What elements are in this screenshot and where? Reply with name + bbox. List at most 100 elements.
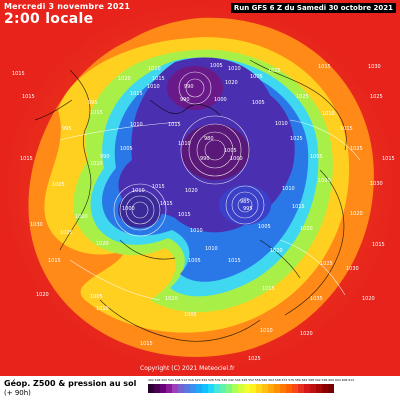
forecast-hour: (+ 90h) [4, 389, 31, 397]
pressure-label: 1005 [258, 224, 271, 230]
low-core-east [219, 185, 271, 225]
legend-swatch [196, 384, 202, 393]
pressure-label: 995 [62, 126, 72, 132]
legend-swatch [322, 384, 328, 393]
pressure-label: 1015 [130, 91, 143, 97]
legend-swatch [148, 384, 154, 393]
legend-swatch [166, 384, 172, 393]
legend-swatch [214, 384, 220, 393]
legend-swatch [286, 384, 292, 393]
pressure-label: 1020 [318, 178, 331, 184]
pressure-label: 1035 [310, 296, 323, 302]
pressure-label: 1015 [262, 286, 275, 292]
pressure-label: 1020 [75, 214, 88, 220]
pressure-label: 1020 [185, 188, 198, 194]
forecast-local-time: 2:00 locale [4, 11, 94, 27]
pressure-label: 1015 [152, 184, 165, 190]
pressure-label: 1010 [130, 122, 143, 128]
pressure-label: 1025 [296, 94, 309, 100]
pressure-label: 1010 [205, 246, 218, 252]
legend-swatch [190, 384, 196, 393]
pressure-label: 1005 [90, 294, 103, 300]
legend-swatch [208, 384, 214, 393]
pressure-label: 1015 [178, 212, 191, 218]
pressure-label: 1015 [20, 156, 33, 162]
model-run-label: Run GFS 6 Z du Samedi 30 octobre 2021 [230, 3, 396, 13]
pressure-label: 1015 [382, 156, 395, 162]
low-core-central [181, 124, 249, 180]
legend-swatch [220, 384, 226, 393]
legend-swatch [178, 384, 184, 393]
pressure-label: 1010 [90, 161, 103, 167]
pressure-label: 1015 [340, 126, 353, 132]
pressure-label: 1020 [118, 76, 131, 82]
pressure-label: 1005 [188, 258, 201, 264]
pressure-label: 1010 [260, 328, 273, 334]
legend-swatch [154, 384, 160, 393]
pressure-label: 1025 [60, 230, 73, 236]
pressure-label: 1015 [90, 110, 103, 116]
pressure-label: 1015 [160, 201, 173, 207]
pressure-label: 1020 [300, 331, 313, 337]
pressure-label: 1005 [252, 100, 265, 106]
pressure-label: 1015 [318, 64, 331, 70]
pressure-label: 1030 [30, 222, 43, 228]
pressure-label: 1010 [300, 226, 313, 232]
pressure-label: 1020 [165, 296, 178, 302]
pressure-label: 1025 [268, 68, 281, 74]
pressure-label: 1005 [210, 63, 223, 69]
pressure-label: 1020 [36, 292, 49, 298]
legend-swatch [244, 384, 250, 393]
pressure-label: 1005 [52, 182, 65, 188]
legend-swatch [304, 384, 310, 393]
legend-swatch [250, 384, 256, 393]
pressure-label: 1005 [224, 148, 237, 154]
legend-swatch [298, 384, 304, 393]
pressure-label: 1005 [120, 146, 133, 152]
map-title: Géop. Z500 & pression au sol [4, 379, 137, 388]
legend-swatch [202, 384, 208, 393]
pressure-label: 1015 [228, 258, 241, 264]
isobars [59, 71, 361, 301]
pressure-label: 1030 [370, 181, 383, 187]
pressure-labels: 1015 1015 1010 1015 1020 1015 995 1010 9… [12, 63, 395, 362]
pressure-label: 1005 [310, 154, 323, 160]
pressure-label: 1025 [248, 356, 261, 362]
pressure-label: 995 [243, 206, 253, 212]
pressure-label: 1015 [22, 94, 35, 100]
forecast-date: Mercredi 3 novembre 2021 [4, 2, 131, 11]
legend-swatch [292, 384, 298, 393]
pressure-label: 1010 [190, 228, 203, 234]
legend-swatch [238, 384, 244, 393]
pressure-label: 1005 [250, 74, 263, 80]
pressure-label: 985 [240, 199, 250, 205]
pressure-label: 1000 [122, 206, 135, 212]
legend-ticks: 492 496 500 504 508 512 516 520 524 528 … [148, 378, 355, 382]
pressure-label: 1020 [350, 211, 363, 217]
pressure-label: 1010 [148, 66, 161, 72]
pressure-label: 1010 [96, 306, 109, 312]
pressure-label: 1025 [320, 261, 333, 267]
pressure-label: 1025 [370, 94, 383, 100]
legend-swatch [310, 384, 316, 393]
pressure-label: 1015 [168, 122, 181, 128]
pressure-label: 990 [184, 84, 194, 90]
legend-swatch [262, 384, 268, 393]
legend-swatch [184, 384, 190, 393]
legend-swatch [268, 384, 274, 393]
legend-swatch [226, 384, 232, 393]
legend-swatch [328, 384, 334, 393]
color-legend [148, 384, 334, 393]
pressure-label: 1015 [372, 242, 385, 248]
pressure-label: 1030 [368, 64, 381, 70]
pressure-label: 1015 [140, 341, 153, 347]
pressure-label: 1025 [350, 146, 363, 152]
coastlines [34, 59, 347, 342]
pressure-label: 1015 [152, 76, 165, 82]
pressure-label: 1010 [178, 141, 191, 147]
pressure-label: 1005 [184, 312, 197, 318]
legend-swatch [280, 384, 286, 393]
legend-swatch [256, 384, 262, 393]
pressure-label: 1010 [228, 66, 241, 72]
legend-swatch [274, 384, 280, 393]
